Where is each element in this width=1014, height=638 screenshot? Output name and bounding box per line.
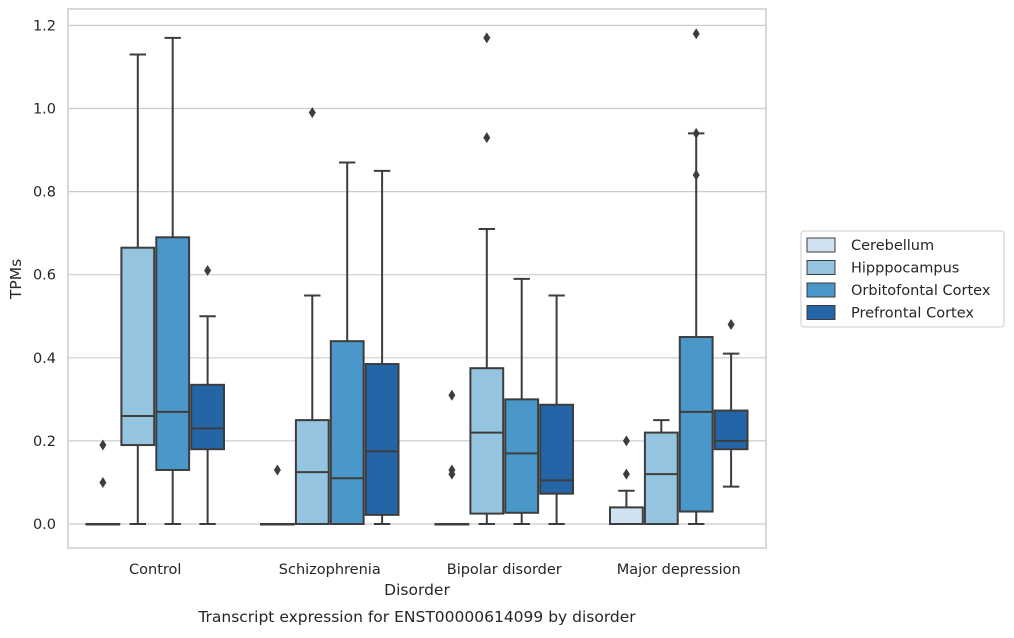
legend-label: Prefrontal Cortex: [851, 306, 974, 322]
box-iqr: [120, 246, 156, 447]
y-tick-label: 0.8: [33, 185, 56, 201]
box-iqr: [155, 236, 191, 471]
box-prefrontal-cortex: [190, 265, 226, 525]
outlier-point: [483, 32, 491, 44]
legend-frame: [800, 230, 1005, 328]
outlier-point: [622, 468, 630, 480]
y-tick-label: 0.6: [33, 268, 56, 284]
chart-title: Transcript expression for ENST0000061409…: [197, 608, 636, 626]
outlier-point: [273, 464, 281, 476]
legend-label: Hipppocampus: [851, 261, 959, 277]
box-iqr: [713, 409, 749, 451]
box-iqr: [678, 336, 714, 513]
box-orbitofontal-cortex: [504, 277, 540, 525]
box-hipppocampus: [643, 419, 679, 525]
plot-area: [85, 28, 749, 526]
outlier-point: [692, 127, 700, 139]
legend-swatch: [806, 305, 836, 320]
x-tick-label: Control: [129, 562, 181, 578]
legend-label: Cerebellum: [851, 238, 934, 254]
box-cerebellum: [85, 439, 121, 526]
outlier-point: [692, 28, 700, 40]
box-hipppocampus: [469, 32, 505, 525]
box-hipppocampus: [294, 107, 330, 525]
outlier-point: [308, 107, 316, 119]
plot-frame: [67, 8, 767, 549]
box-iqr: [608, 506, 644, 526]
outlier-point: [448, 468, 456, 480]
outlier-point: [622, 435, 630, 447]
box-iqr: [469, 367, 505, 515]
box-orbitofontal-cortex: [329, 161, 365, 525]
outlier-point: [483, 132, 491, 144]
box-cerebellum: [608, 435, 644, 526]
x-axis-ticks: Control Schizophrenia Bipolar disorder Majo…: [129, 562, 741, 578]
x-tick-label: Bipolar disorder: [447, 562, 562, 578]
legend-swatch: [806, 260, 836, 275]
legend-swatch: [806, 282, 836, 298]
box-prefrontal-cortex: [713, 319, 749, 488]
x-tick-label: Schizophrenia: [279, 562, 381, 578]
box-orbitofontal-cortex: [678, 28, 714, 525]
outlier-point: [99, 439, 107, 451]
box-iqr: [643, 431, 679, 525]
outlier-point: [727, 319, 735, 331]
y-tick-label: 1.2: [33, 18, 56, 34]
legend: Cerebellum Hipppocampus Orbitofontal Corte…: [800, 230, 1005, 328]
outlier-point: [99, 476, 107, 488]
box-prefrontal-cortex: [364, 169, 400, 525]
outlier-point: [448, 389, 456, 401]
box-orbitofontal-cortex: [155, 36, 191, 525]
box-iqr: [539, 403, 575, 495]
outlier-point: [692, 169, 700, 181]
y-tick-label: 1.0: [33, 102, 56, 118]
box-hipppocampus: [120, 53, 156, 525]
x-axis-label: Disorder: [384, 581, 450, 599]
box-iqr: [329, 340, 365, 525]
legend-swatch: [806, 237, 836, 253]
box-iqr: [364, 363, 400, 516]
y-tick-label: 0.0: [33, 517, 56, 533]
box-cerebellum: [259, 464, 295, 526]
box-iqr: [504, 398, 540, 514]
y-tick-label: 0.2: [33, 434, 56, 450]
box-iqr: [190, 383, 226, 451]
box-prefrontal-cortex: [539, 294, 575, 525]
y-tick-label: 0.4: [33, 351, 56, 367]
outlier-point: [204, 265, 212, 277]
y-axis-ticks: 0.0 0.2 0.4 0.6 0.8 1.0 1.2: [33, 18, 56, 533]
legend-label: Orbitofontal Cortex: [851, 283, 991, 299]
box-cerebellum: [434, 389, 470, 526]
y-axis-label: TPMs: [7, 259, 25, 300]
x-tick-label: Major depression: [617, 562, 741, 578]
